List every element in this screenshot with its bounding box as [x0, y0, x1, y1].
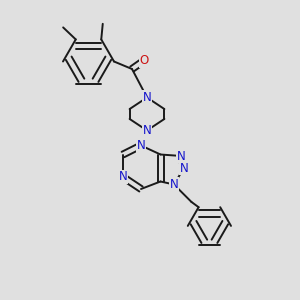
- Text: O: O: [140, 54, 148, 67]
- Text: N: N: [142, 91, 152, 104]
- Text: N: N: [169, 178, 178, 191]
- Text: N: N: [118, 170, 127, 184]
- Text: N: N: [136, 139, 146, 152]
- Text: N: N: [142, 124, 152, 137]
- Text: N: N: [177, 149, 186, 163]
- Text: N: N: [179, 161, 188, 175]
